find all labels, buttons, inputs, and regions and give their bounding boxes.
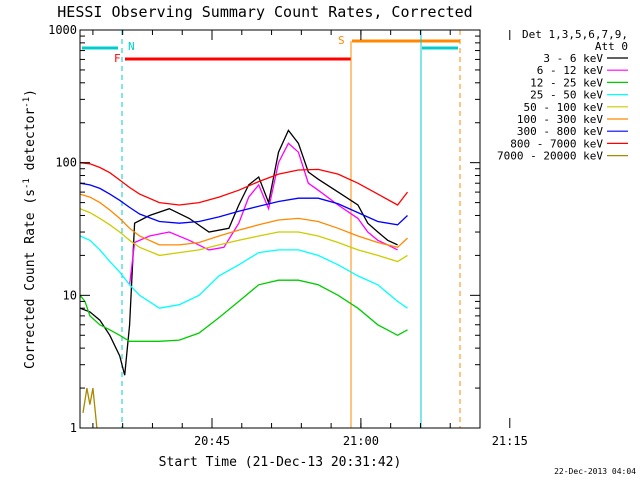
legend-header-line1: Det 1,3,5,6,7,9, <box>522 28 628 41</box>
y-tick-label: 1000 <box>48 23 77 37</box>
series-line <box>79 129 398 376</box>
series-line <box>79 182 408 226</box>
plot-frame <box>79 29 481 429</box>
legend-item-label: 3 - 6 keV <box>543 52 603 65</box>
series-line <box>82 387 98 429</box>
timestamp: 22-Dec-2013 04:04 <box>554 467 636 476</box>
y-tick-label: 1 <box>70 421 77 435</box>
legend-item-label: 6 - 12 keV <box>537 64 604 77</box>
series-line <box>79 162 409 206</box>
legend-item-label: 800 - 7000 keV <box>510 137 603 150</box>
x-axis-label: Start Time (21-Dec-13 20:31:42) <box>159 455 402 470</box>
y-tick-label: 10 <box>63 288 77 302</box>
night-flag-label: N <box>128 40 135 53</box>
series-line <box>79 235 408 309</box>
flare-flag-label: F <box>114 52 121 65</box>
y-axis-label: Corrected Count Rate (s-1 detector-1) <box>22 89 38 369</box>
legend-item-label: 100 - 300 keV <box>517 113 603 126</box>
y-axis: 1 10 100 1000 <box>48 23 480 435</box>
legend-item-label: 300 - 800 keV <box>517 125 603 138</box>
legend-item-label: 7000 - 20000 keV <box>497 150 603 163</box>
legend-item-label: 12 - 25 keV <box>530 76 603 89</box>
legend-item-label: 50 - 100 keV <box>524 101 604 114</box>
series-line <box>128 142 398 285</box>
series-group <box>79 129 409 429</box>
legend-item-label: 25 - 50 keV <box>530 89 603 102</box>
observing-flags: NF S <box>82 30 461 428</box>
x-tick-label: 21:15 <box>492 434 528 448</box>
series-line <box>79 279 408 342</box>
series-line <box>79 208 408 263</box>
series-line <box>79 193 408 249</box>
x-tick-label: 21:00 <box>343 434 379 448</box>
y-tick-label: 100 <box>55 156 77 170</box>
legend-header-line2: Att 0 <box>595 40 628 53</box>
saa-flag-label: S <box>338 34 345 47</box>
chart-title: HESSI Observing Summary Count Rates, Cor… <box>57 3 472 21</box>
x-tick-label: 20:45 <box>194 434 230 448</box>
